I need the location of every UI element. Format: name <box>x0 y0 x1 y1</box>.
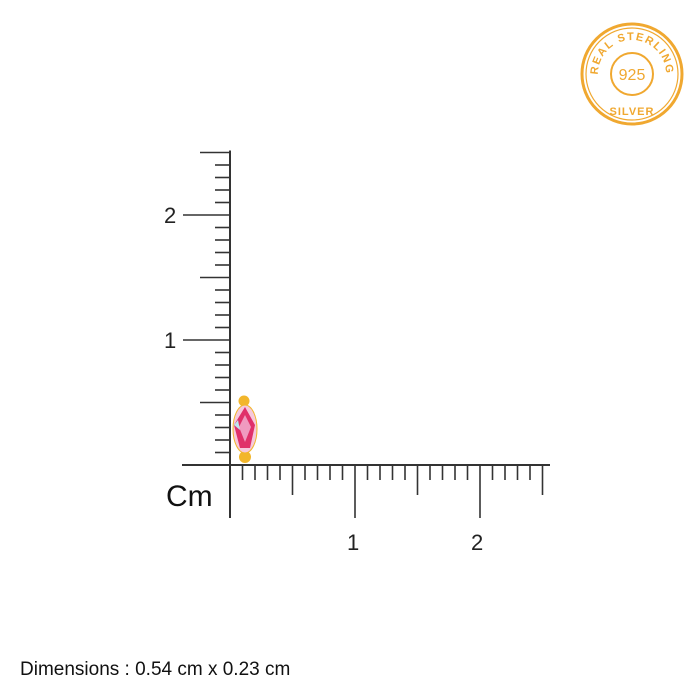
unit-label: Cm <box>166 480 213 513</box>
horizontal-label-2: 2 <box>471 530 484 555</box>
ruler-ticks <box>182 150 550 518</box>
vertical-label-1: 1 <box>164 328 177 353</box>
sterling-silver-seal: REAL STERLING 925 SILVER <box>580 22 684 126</box>
dimensions-text: Dimensions : 0.54 cm x 0.23 cm <box>20 659 291 680</box>
earring-image <box>232 395 258 463</box>
horizontal-label-1: 1 <box>347 530 360 555</box>
svg-text:SILVER: SILVER <box>610 106 655 118</box>
svg-text:925: 925 <box>619 67 646 84</box>
vertical-label-2: 2 <box>164 203 177 228</box>
